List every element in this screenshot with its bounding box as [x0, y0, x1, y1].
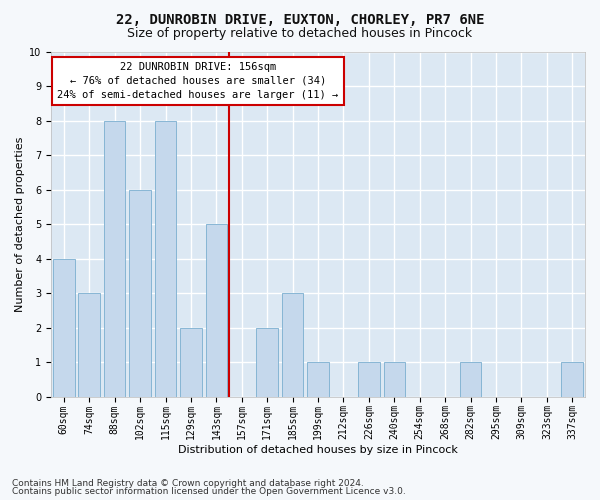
Bar — [256, 328, 278, 396]
Bar — [180, 328, 202, 396]
Bar — [104, 120, 125, 396]
Bar — [53, 258, 74, 396]
Bar — [155, 120, 176, 396]
Y-axis label: Number of detached properties: Number of detached properties — [15, 136, 25, 312]
Text: 22, DUNROBIN DRIVE, EUXTON, CHORLEY, PR7 6NE: 22, DUNROBIN DRIVE, EUXTON, CHORLEY, PR7… — [116, 12, 484, 26]
Bar — [383, 362, 405, 396]
Bar — [307, 362, 329, 396]
Bar — [562, 362, 583, 396]
Text: Size of property relative to detached houses in Pincock: Size of property relative to detached ho… — [127, 28, 473, 40]
Text: Contains HM Land Registry data © Crown copyright and database right 2024.: Contains HM Land Registry data © Crown c… — [12, 478, 364, 488]
Text: 22 DUNROBIN DRIVE: 156sqm
← 76% of detached houses are smaller (34)
24% of semi-: 22 DUNROBIN DRIVE: 156sqm ← 76% of detac… — [58, 62, 338, 100]
Bar — [130, 190, 151, 396]
Bar — [358, 362, 380, 396]
Bar — [460, 362, 481, 396]
Text: Contains public sector information licensed under the Open Government Licence v3: Contains public sector information licen… — [12, 487, 406, 496]
Bar — [206, 224, 227, 396]
Bar — [79, 293, 100, 397]
X-axis label: Distribution of detached houses by size in Pincock: Distribution of detached houses by size … — [178, 445, 458, 455]
Bar — [282, 293, 304, 397]
